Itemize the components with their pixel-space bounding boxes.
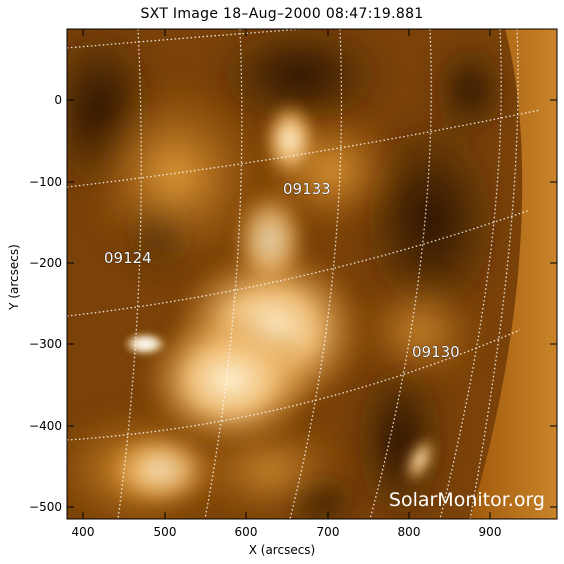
y-tick-label-3: −300 <box>29 337 62 351</box>
solar-image-map <box>67 29 557 519</box>
x-tick-label-400: 400 <box>72 525 95 539</box>
x-tick-label-600: 600 <box>235 525 258 539</box>
image-title: SXT Image 18–Aug–2000 08:47:19.881 <box>140 6 424 22</box>
y-tick-label-5: −500 <box>29 500 62 514</box>
y-tick-label-2: −200 <box>29 256 62 270</box>
x-tick-label-700: 700 <box>317 525 340 539</box>
x-tick-label-500: 500 <box>154 525 177 539</box>
y-axis-label: Y (arcsecs) <box>7 244 21 310</box>
y-tick-label-1: −100 <box>29 175 62 189</box>
y-axis-ticks: 0 −100 −200 −300 −400 −500 <box>29 93 557 514</box>
x-axis-label: X (arcsecs) <box>248 543 316 557</box>
x-tick-label-900: 900 <box>479 525 502 539</box>
y-tick-label-0: 0 <box>54 93 62 107</box>
region-label-09130: 09130 <box>412 343 460 361</box>
solarmonitor-watermark: SolarMonitor.org <box>389 489 545 511</box>
x-tick-label-800: 800 <box>398 525 421 539</box>
region-label-09124: 09124 <box>104 249 152 267</box>
region-label-09133: 09133 <box>283 180 331 198</box>
x-axis-ticks: 400 500 600 700 800 900 <box>72 29 502 539</box>
heliographic-grid <box>67 29 541 519</box>
y-tick-label-4: −400 <box>29 419 62 433</box>
